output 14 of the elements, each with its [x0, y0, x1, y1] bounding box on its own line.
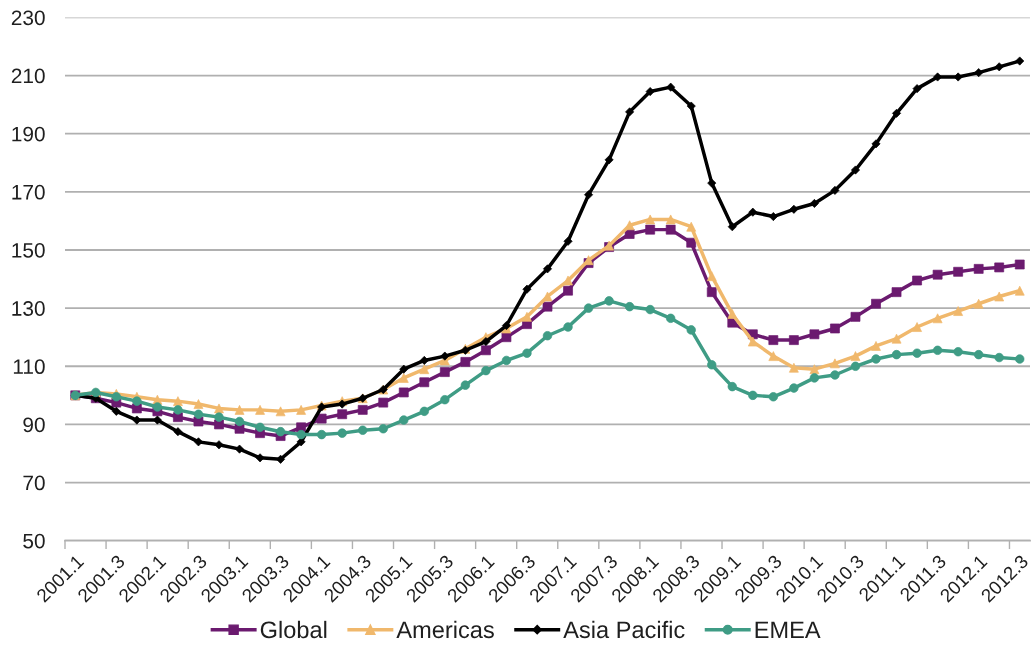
- legend-label: EMEA: [755, 621, 821, 638]
- legend-label: Asia Pacific: [563, 620, 685, 639]
- y-tick-label: 150: [12, 242, 45, 258]
- y-tick-label: 110: [13, 359, 45, 375]
- y-tick-label: 170: [12, 184, 45, 200]
- y-tick-label: 230: [11, 10, 45, 26]
- legend-label: Americas: [396, 620, 494, 639]
- y-tick-label: 210: [11, 68, 45, 84]
- y-tick-label: 70: [23, 475, 45, 491]
- legend-label: Global: [260, 620, 327, 639]
- y-tick-label: 130: [12, 301, 45, 316]
- y-tick-label: 90: [23, 417, 45, 433]
- y-tick-label: 190: [12, 126, 45, 142]
- y-tick-label: 50: [23, 533, 45, 549]
